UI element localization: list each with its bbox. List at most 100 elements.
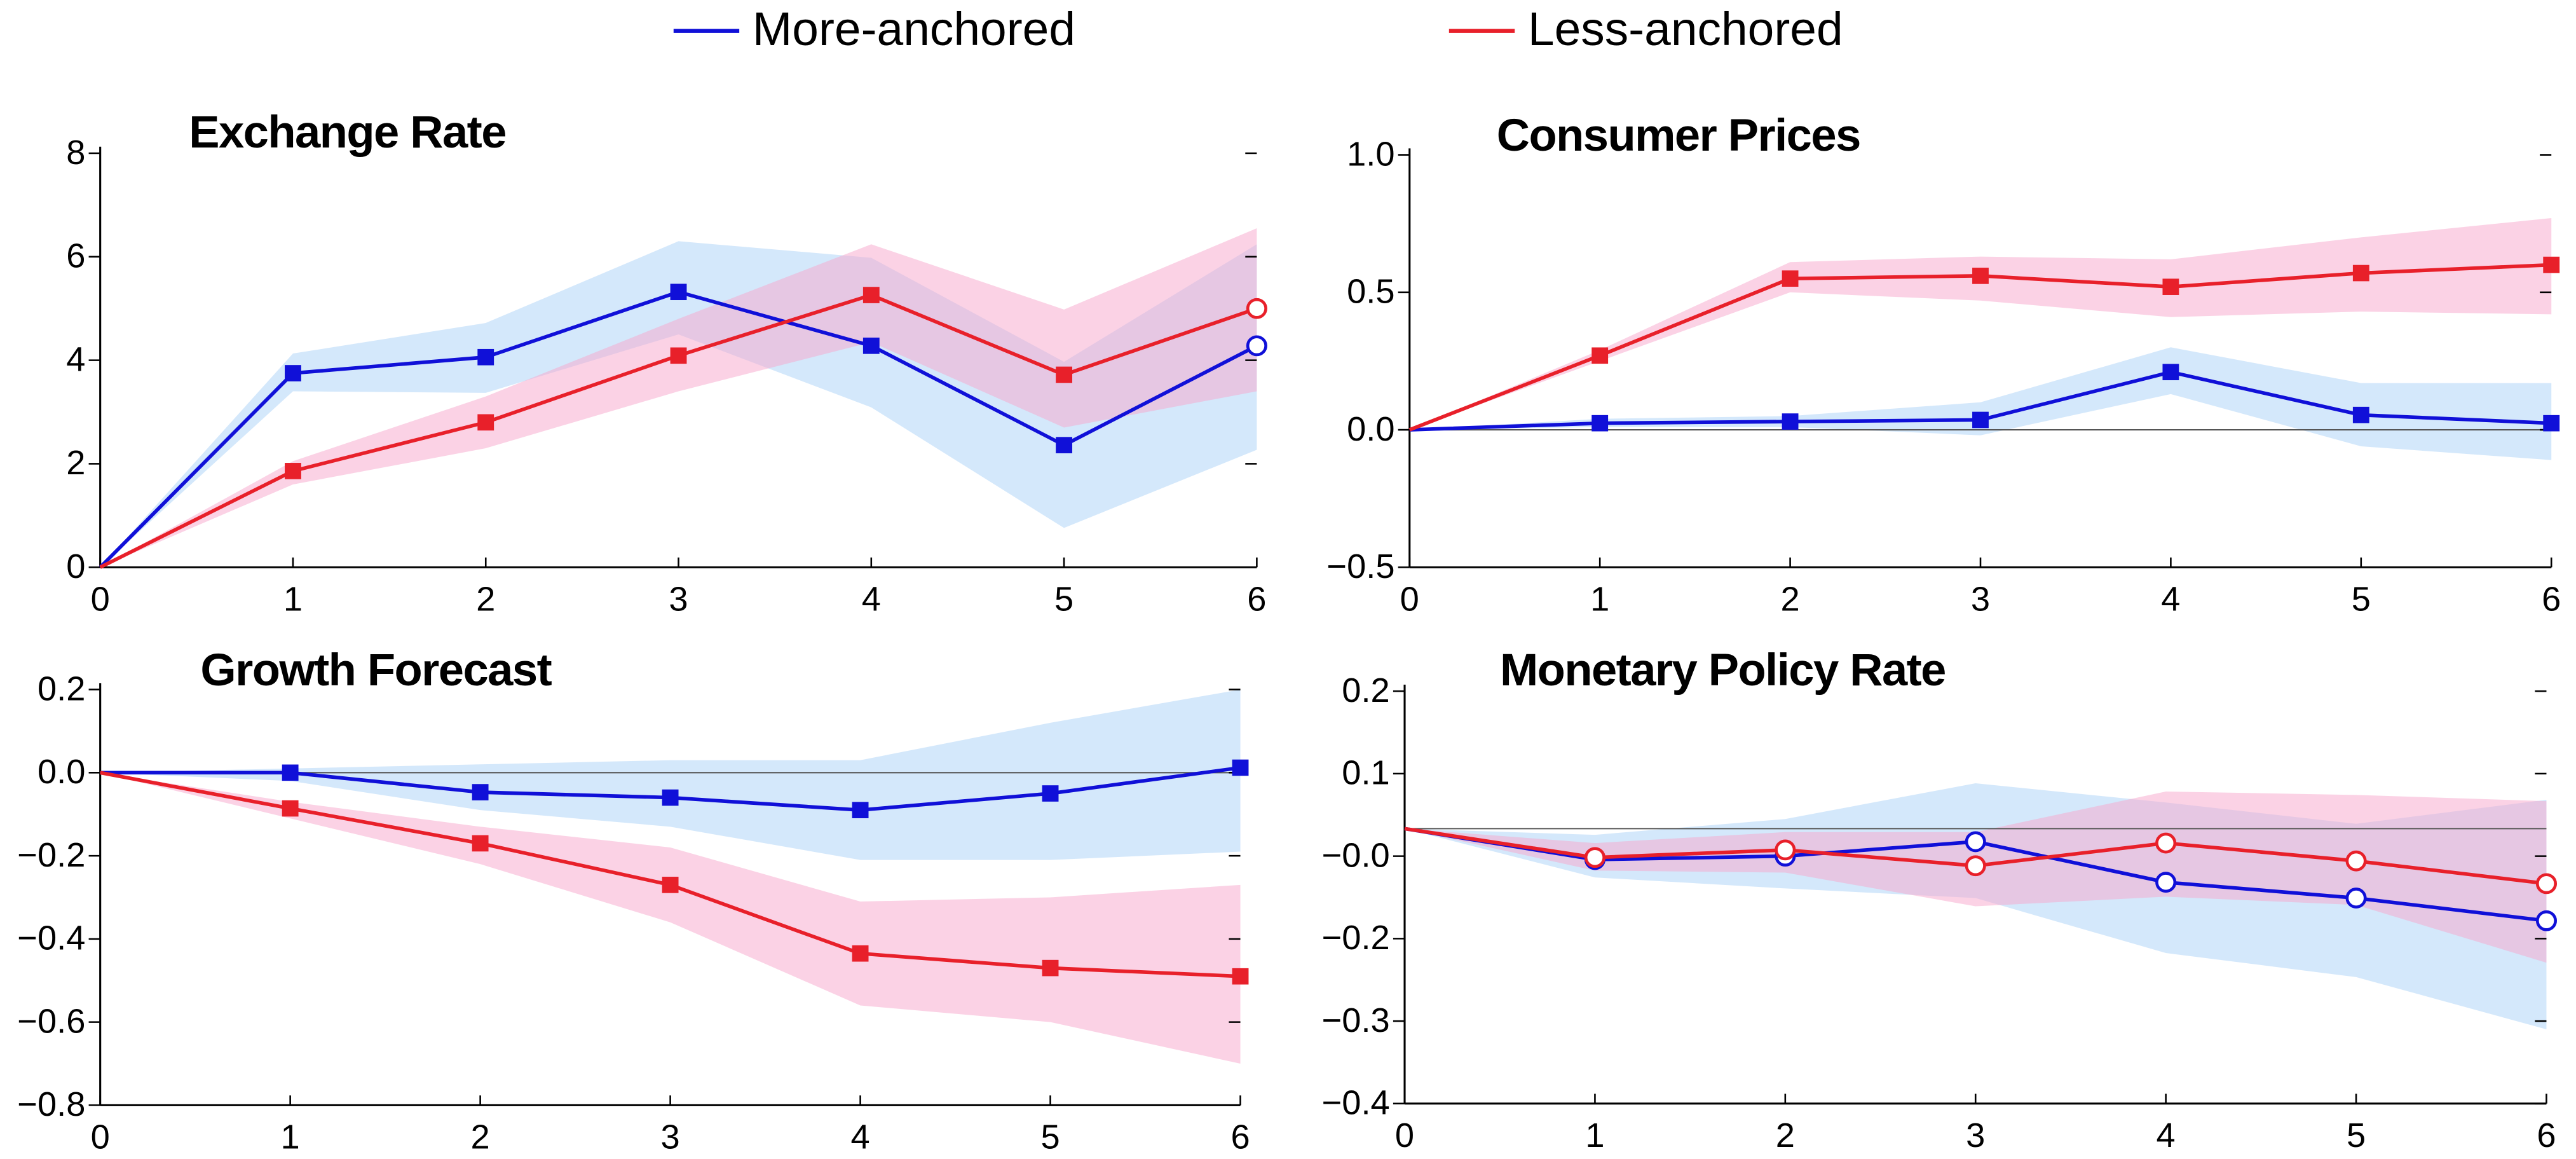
marker — [1972, 411, 1989, 429]
marker — [1965, 855, 1986, 877]
x-tick-label: 2 — [1776, 1116, 1795, 1155]
confidence-band — [100, 228, 1257, 568]
marker — [477, 348, 494, 366]
confidence-band — [1405, 791, 2547, 963]
x-tick-label: 5 — [1054, 580, 1073, 619]
legend-label: More-anchored — [753, 2, 1075, 55]
panel: 0 2 4 6 8 0 1 2 3 4 5 6 Exchange Rate — [66, 107, 1267, 619]
marker — [1056, 437, 1073, 453]
confidence-band — [100, 772, 1241, 1064]
panel-title: Monetary Policy Rate — [1500, 645, 1946, 696]
marker — [2162, 278, 2179, 295]
marker — [852, 945, 869, 962]
y-tick-label: 0 — [66, 547, 85, 586]
marker — [1232, 968, 1249, 985]
marker — [472, 784, 489, 800]
x-tick-label: 0 — [91, 580, 110, 619]
x-tick-label: 1 — [281, 1118, 300, 1156]
x-tick-label: 2 — [476, 580, 495, 619]
y-tick-label: 8 — [66, 134, 85, 172]
x-tick-label: 5 — [2352, 580, 2371, 619]
x-tick-label: 6 — [1247, 580, 1266, 619]
marker — [1232, 759, 1249, 776]
x-tick-label: 6 — [2537, 1116, 2556, 1155]
marker — [2345, 888, 2367, 909]
x-tick-label: 4 — [850, 1118, 869, 1156]
x-tick-label: 2 — [471, 1118, 490, 1156]
legend-label: Less-anchored — [1528, 2, 1843, 55]
marker — [1965, 831, 1986, 853]
panel-title: Growth Forecast — [200, 645, 552, 696]
x-tick-label: 4 — [2157, 1116, 2176, 1155]
marker — [670, 284, 687, 301]
marker — [2352, 264, 2369, 282]
marker — [662, 789, 679, 806]
marker — [1042, 785, 1059, 802]
marker — [2535, 910, 2558, 931]
marker — [1782, 413, 1799, 430]
y-tick-label: 0.5 — [1347, 273, 1394, 311]
y-tick-label: −0.5 — [1326, 547, 1394, 586]
x-tick-label: 4 — [862, 580, 881, 619]
y-tick-label: 0.0 — [1347, 410, 1394, 448]
y-tick-label: −0.2 — [1322, 919, 1390, 957]
x-tick-label: 1 — [283, 580, 303, 619]
marker — [1775, 839, 1796, 861]
y-tick-label: −0.0 — [1322, 837, 1390, 875]
marker — [2162, 364, 2179, 381]
marker — [282, 800, 299, 817]
x-tick-label: 3 — [661, 1118, 680, 1156]
marker — [1591, 415, 1609, 432]
y-tick-label: −0.4 — [1322, 1084, 1390, 1122]
y-tick-label: 4 — [66, 341, 85, 379]
marker — [1584, 847, 1605, 868]
y-tick-label: 0.1 — [1342, 754, 1389, 792]
marker — [670, 347, 687, 364]
x-tick-label: 3 — [1971, 580, 1990, 619]
marker — [2352, 406, 2369, 423]
panel: −0.5 0.0 0.5 1.0 0 1 2 3 4 5 6 Consumer Prices — [1326, 110, 2561, 618]
marker — [2155, 832, 2177, 854]
marker — [862, 338, 880, 354]
marker — [2543, 415, 2560, 432]
x-tick-label: 6 — [1230, 1118, 1250, 1156]
marker — [282, 764, 299, 781]
y-tick-label: 2 — [66, 444, 85, 482]
panel-title: Exchange Rate — [189, 107, 506, 158]
confidence-band — [1409, 218, 2552, 430]
x-tick-label: 1 — [1590, 580, 1609, 619]
y-tick-label: 6 — [66, 237, 85, 275]
marker — [1782, 270, 1799, 287]
y-tick-label: −0.8 — [17, 1085, 85, 1123]
x-tick-label: 3 — [669, 580, 688, 619]
marker — [477, 414, 494, 431]
x-tick-label: 2 — [1781, 580, 1800, 619]
y-tick-label: −0.3 — [1322, 1001, 1390, 1039]
x-tick-label: 0 — [91, 1118, 110, 1156]
x-tick-label: 5 — [2347, 1116, 2366, 1155]
panel-title: Consumer Prices — [1497, 110, 1860, 161]
marker — [285, 365, 301, 381]
x-tick-label: 1 — [1585, 1116, 1604, 1155]
marker — [862, 287, 880, 303]
marker — [2543, 256, 2560, 273]
marker — [285, 463, 301, 479]
marker — [1042, 959, 1059, 977]
confidence-band — [100, 689, 1241, 860]
y-tick-label: 0.0 — [37, 753, 85, 791]
x-tick-label: 4 — [2161, 580, 2180, 619]
marker — [1972, 268, 1989, 284]
confidence-band — [1409, 347, 2552, 460]
marker — [852, 802, 869, 818]
x-tick-label: 0 — [1395, 1116, 1414, 1155]
y-tick-label: −0.6 — [17, 1003, 85, 1041]
marker — [472, 835, 489, 852]
marker — [1246, 298, 1267, 319]
x-tick-label: 5 — [1040, 1118, 1060, 1156]
marker — [2535, 873, 2558, 895]
marker — [2345, 850, 2367, 872]
x-tick-label: 6 — [2542, 580, 2561, 619]
y-tick-label: 0.2 — [1342, 671, 1389, 710]
y-tick-label: 1.0 — [1347, 135, 1394, 174]
marker — [1056, 366, 1073, 383]
